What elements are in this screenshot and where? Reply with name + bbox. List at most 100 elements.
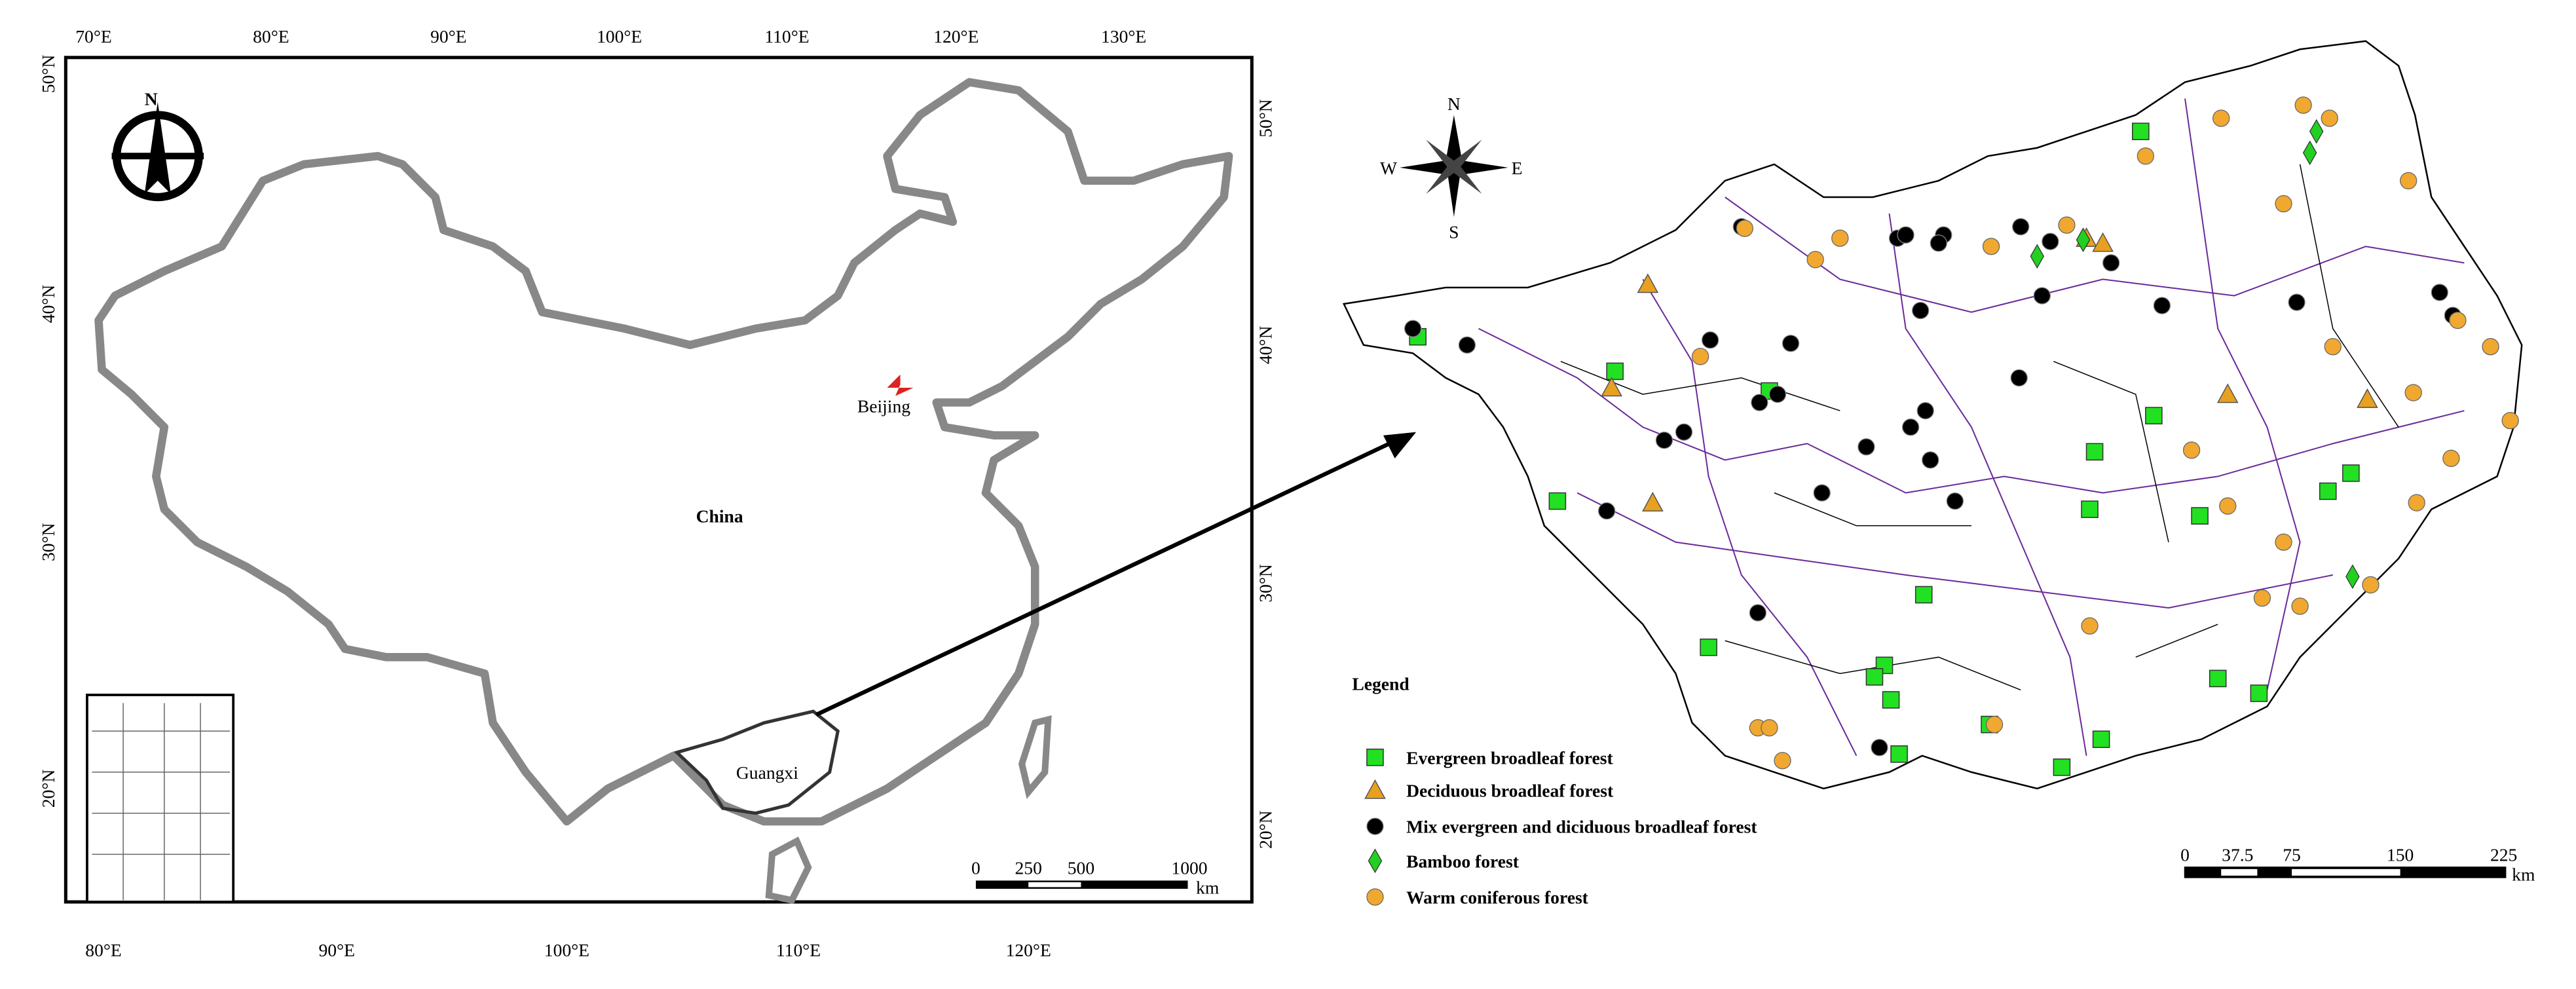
mixed-marker xyxy=(2010,369,2028,387)
mixed-marker xyxy=(1901,418,1920,436)
evergreen-marker xyxy=(2081,500,2099,518)
evergreen-marker xyxy=(2053,758,2071,776)
coniferous-marker xyxy=(2501,411,2519,430)
coniferous-marker xyxy=(2482,338,2499,356)
top-lon-label: 110°E xyxy=(764,26,809,47)
evergreen-marker xyxy=(1700,638,1717,656)
mixed-marker xyxy=(1458,336,1476,354)
scale-label: 37.5 xyxy=(2222,844,2253,865)
inset-map xyxy=(86,694,235,903)
evergreen-marker xyxy=(2085,443,2104,461)
coniferous-marker xyxy=(2058,216,2076,234)
compass-w: W xyxy=(1380,158,1397,178)
coniferous-marker xyxy=(1831,229,1849,247)
top-lon-label: 100°E xyxy=(597,26,642,47)
right-lat-label: 20°N xyxy=(1255,810,1275,849)
province-label: Guangxi xyxy=(736,762,798,783)
hainan xyxy=(765,836,812,905)
top-lon-label: 120°E xyxy=(933,26,979,47)
deciduous-marker xyxy=(1364,779,1386,799)
mixed-marker xyxy=(1768,385,1787,403)
mixed-marker xyxy=(2288,293,2305,311)
bamboo-marker xyxy=(2076,227,2091,253)
right-scale-bar-gap xyxy=(2221,868,2258,876)
coniferous-marker xyxy=(1691,348,1709,365)
scale-unit: km xyxy=(2512,864,2535,884)
mixed-marker xyxy=(2042,233,2059,250)
legend-label: Mix evergreen and diciduous broadleaf fo… xyxy=(1406,817,1757,837)
right-lat-label: 40°N xyxy=(1255,326,1275,364)
left-lat-label: 50°N xyxy=(38,55,58,94)
bottom-lon-label: 120°E xyxy=(1006,940,1051,960)
left-scale-bar xyxy=(975,880,1188,889)
evergreen-marker xyxy=(1914,586,1933,604)
mixed-marker xyxy=(1857,438,1875,456)
mixed-marker xyxy=(1912,301,1930,320)
scale-label: 250 xyxy=(1015,857,1042,878)
deciduous-marker xyxy=(2092,232,2114,252)
mixed-marker xyxy=(1930,234,1947,252)
bottom-lon-label: 80°E xyxy=(85,940,121,960)
evergreen-marker xyxy=(2250,684,2268,702)
beijing-star xyxy=(887,374,914,396)
coniferous-marker xyxy=(2408,494,2425,512)
legend-label: Bamboo forest xyxy=(1406,851,1520,871)
top-lon-label: 80°E xyxy=(253,26,289,47)
bamboo-marker xyxy=(2302,140,2317,166)
evergreen-marker xyxy=(2342,464,2360,482)
scale-unit: km xyxy=(1196,878,1220,898)
coniferous-marker xyxy=(2404,384,2422,401)
county-lines xyxy=(1560,164,2399,691)
deciduous-marker xyxy=(1601,377,1622,397)
coniferous-marker xyxy=(2182,441,2201,459)
bamboo-marker xyxy=(2345,564,2360,589)
evergreen-marker xyxy=(2132,122,2150,140)
evergreen-marker xyxy=(2319,482,2337,500)
legend-title: Legend xyxy=(1352,673,1409,694)
taiwan xyxy=(1018,715,1052,799)
compass-north: N xyxy=(145,89,158,109)
evergreen-marker xyxy=(2092,730,2110,749)
mixed-marker xyxy=(1597,502,1616,520)
coniferous-marker xyxy=(2449,311,2467,329)
mixed-marker xyxy=(2431,284,2448,301)
coniferous-marker xyxy=(2275,195,2292,213)
evergreen-marker xyxy=(1548,492,1567,510)
coniferous-marker xyxy=(1985,715,2004,734)
mixed-marker xyxy=(2012,217,2030,236)
evergreen-marker xyxy=(1606,362,1624,381)
mixed-marker xyxy=(1749,604,1767,622)
bottom-lon-label: 110°E xyxy=(776,940,821,960)
coniferous-marker xyxy=(1736,219,1753,237)
right-lat-label: 50°N xyxy=(1255,99,1275,138)
deciduous-marker xyxy=(1637,273,1659,293)
mixed-marker xyxy=(1751,394,1768,411)
china-outline xyxy=(94,78,1233,826)
mixed-marker xyxy=(2033,287,2051,305)
compass-e: E xyxy=(1512,158,1523,178)
left-lat-label: 20°N xyxy=(38,770,58,808)
right-lat-label: 30°N xyxy=(1255,564,1275,603)
inset-grid xyxy=(92,703,231,901)
guangxi-outline xyxy=(673,709,840,815)
coniferous-marker xyxy=(2081,617,2099,635)
legend-label: Warm coniferous forest xyxy=(1406,887,1589,908)
bamboo-marker xyxy=(2030,244,2045,269)
coniferous-marker xyxy=(2294,96,2312,114)
mixed-marker xyxy=(1946,492,1964,510)
mixed-marker xyxy=(1922,451,1939,469)
mixed-marker xyxy=(2153,297,2171,314)
deciduous-marker xyxy=(2216,383,2239,403)
bottom-lon-label: 90°E xyxy=(318,940,354,960)
arrow xyxy=(815,438,1398,717)
evergreen-marker xyxy=(2145,407,2163,424)
coniferous-marker xyxy=(2324,338,2342,356)
scale-label: 500 xyxy=(1068,857,1094,878)
country-label: China xyxy=(696,506,743,527)
scale-label: 150 xyxy=(2387,844,2414,865)
top-lon-label: 70°E xyxy=(75,26,111,47)
deciduous-marker xyxy=(1642,491,1664,512)
mixed-marker xyxy=(1675,423,1693,441)
mixed-marker xyxy=(1813,484,1831,502)
bottom-lon-label: 100°E xyxy=(544,940,589,960)
